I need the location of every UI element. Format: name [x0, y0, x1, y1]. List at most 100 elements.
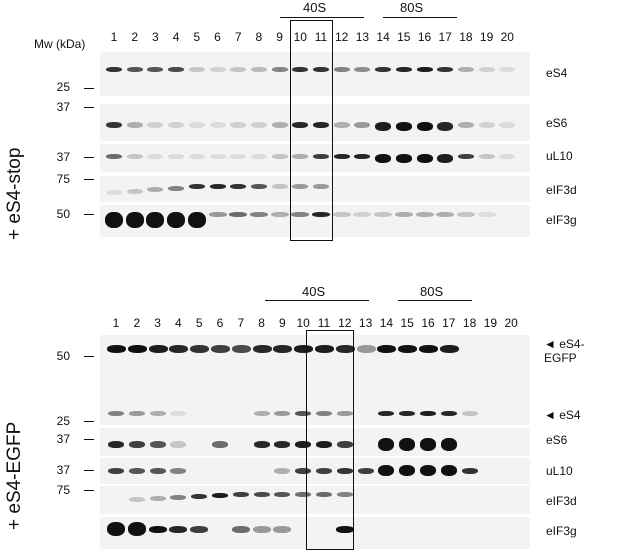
top-mw-tick-25	[84, 88, 94, 89]
bottom-es4egfp-band	[169, 345, 189, 353]
top-eif3g-band	[436, 212, 455, 217]
bottom-eif3g-band	[252, 526, 271, 533]
top-eif3d-band	[230, 184, 247, 189]
bottom-eif3g-band	[273, 526, 292, 533]
top-es6-band	[230, 122, 247, 128]
bottom-eif3d-band	[212, 493, 228, 498]
bottom-es4egfp-band	[211, 345, 230, 353]
bottom-mw-tick-37a	[84, 439, 94, 440]
top-lane-1: 1	[110, 30, 118, 44]
bottom-es4-band	[253, 411, 270, 416]
top-eif3g-band	[187, 212, 206, 228]
bottom-ul10-band	[316, 468, 332, 474]
top-es4-band	[313, 67, 329, 72]
top-lane-2: 2	[131, 30, 139, 44]
bottom-lane-16: 16	[421, 316, 435, 330]
top-lane-20: 20	[500, 30, 514, 44]
top-mw-tick-37a	[84, 107, 94, 108]
top-eif3g-band	[332, 212, 351, 217]
bottom-label-es4-text: eS4	[559, 408, 581, 422]
top-es4-band	[147, 67, 164, 72]
top-eif3g-band	[208, 212, 227, 217]
bottom-es4egfp-band	[127, 345, 147, 353]
bottom-condition-label: + eS4-EGFP	[4, 421, 25, 530]
top-es4-band	[416, 67, 433, 72]
top-ul10-band	[126, 154, 143, 159]
bottom-eif3d-band	[316, 492, 332, 497]
bottom-es4-band	[149, 411, 166, 416]
top-es6-band	[457, 122, 474, 128]
top-eif3g-band	[146, 212, 165, 228]
top-eif3g-band	[353, 212, 372, 217]
bottom-label-es4egfp: ◄ eS4-EGFP	[544, 337, 617, 365]
top-eif3d-band	[271, 184, 288, 189]
bottom-es6-band	[253, 441, 270, 448]
top-eif3d-band	[313, 184, 329, 189]
bottom-lane-1: 1	[112, 316, 120, 330]
bottom-mw-marker-25: 25	[56, 414, 70, 428]
bottom-es6-band	[295, 441, 312, 448]
top-lane-18: 18	[459, 30, 473, 44]
top-es4-band	[230, 67, 247, 72]
bottom-eif3d-band	[336, 492, 353, 497]
top-ul10-band	[354, 154, 371, 159]
bottom-label-eif3d: eIF3d	[546, 494, 577, 508]
top-es6-band	[271, 122, 288, 128]
bottom-es4-band	[336, 411, 353, 416]
top-es6-band	[106, 122, 122, 128]
top-mw-marker-37b: 37	[56, 150, 70, 164]
bottom-eif3g-band	[127, 522, 146, 536]
bottom-es4egfp-band	[252, 345, 272, 353]
top-es4-band	[333, 67, 350, 72]
bottom-ul10-band	[295, 468, 312, 474]
bottom-label-es4egfp-text: eS4-EGFP	[544, 337, 585, 365]
top-es4-band	[499, 67, 516, 72]
top-eif3d-band	[147, 187, 164, 192]
bottom-80s-label: 80S	[420, 284, 444, 299]
top-es6-band	[375, 122, 392, 131]
bottom-eif3g-band	[148, 526, 167, 533]
top-mw-marker-25: 25	[56, 80, 70, 94]
bottom-lane-17: 17	[442, 316, 456, 330]
top-ul10-band	[437, 154, 454, 163]
bottom-es6-band	[399, 438, 416, 451]
bottom-eif3d-band	[149, 496, 166, 501]
bottom-label-es4: ◄ eS4	[544, 408, 581, 422]
bottom-ul10-band	[378, 465, 395, 476]
bottom-ul10-band	[357, 468, 374, 474]
bottom-lane-15: 15	[400, 316, 414, 330]
top-eif3g-band	[291, 212, 310, 217]
bottom-eif3g-band	[169, 526, 188, 533]
top-ul10-band	[333, 154, 350, 159]
bottom-lane-10: 10	[296, 316, 310, 330]
top-lane-11: 11	[314, 30, 328, 44]
top-es6-band	[395, 122, 412, 131]
bottom-es6-band	[420, 438, 436, 451]
top-es6-band	[250, 122, 267, 128]
top-eif3d-band	[209, 184, 226, 189]
top-es4-band	[292, 67, 309, 72]
bottom-lane-3: 3	[154, 316, 161, 330]
top-es4-band	[437, 67, 454, 72]
bottom-ul10-band	[461, 468, 478, 474]
top-eif3g-band	[374, 212, 393, 217]
top-lane-14: 14	[376, 30, 390, 44]
top-es4-band	[271, 67, 288, 72]
bottom-lane-2: 2	[133, 316, 141, 330]
bottom-lane-9: 9	[279, 316, 286, 330]
top-mw-tick-50	[84, 214, 94, 215]
top-label-ul10: uL10	[546, 149, 573, 163]
top-lane-17: 17	[438, 30, 452, 44]
top-eif3d-band	[126, 188, 143, 194]
top-ul10-band	[147, 154, 164, 159]
bottom-es4egfp-band	[231, 345, 251, 353]
bottom-lane-4: 4	[175, 316, 182, 330]
top-es6-band	[147, 122, 164, 128]
bottom-es6-band	[336, 441, 353, 448]
bottom-80s-bracket	[398, 300, 472, 301]
top-eif3g-band	[415, 212, 434, 217]
bottom-es4egfp-band	[439, 345, 459, 353]
mw-header: Mw (kDa)	[34, 37, 86, 51]
bottom-es6-band	[440, 438, 457, 451]
